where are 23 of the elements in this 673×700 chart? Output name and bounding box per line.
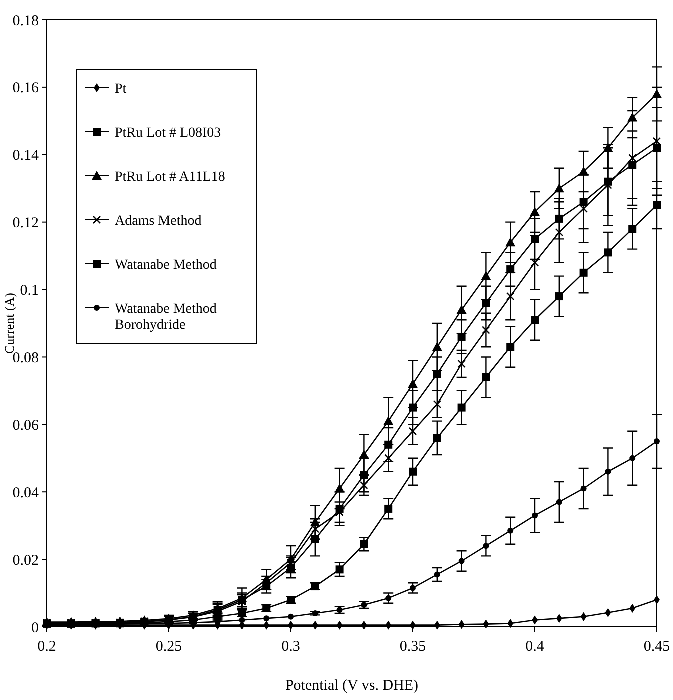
legend-label: PtRu Lot # A11L18 — [115, 170, 226, 185]
y-tick-label: 0.14 — [12, 148, 40, 164]
y-tick-label: 0.16 — [12, 80, 40, 97]
x-tick-label: 0.3 — [282, 639, 300, 655]
legend-label: Pt — [115, 82, 127, 97]
y-tick-label: 0.04 — [12, 485, 40, 502]
legend-label: Watanabe Method Borohydride — [115, 302, 217, 333]
x-tick-label: 0.45 — [644, 639, 670, 655]
legend-label: Watanabe Method — [115, 258, 217, 273]
y-tick-label: 0.08 — [12, 350, 39, 366]
legend-label: PtRu Lot # L08I03 — [115, 126, 222, 141]
y-tick-label: 0.1 — [20, 283, 39, 300]
x-tick-label: 0.35 — [400, 639, 426, 655]
y-tick-label: 0.12 — [12, 216, 39, 232]
legend-label: Adams Method — [115, 214, 202, 229]
y-tick-label: 0 — [32, 620, 39, 636]
y-tick-label: 0.02 — [12, 552, 39, 569]
y-tick-label: 0.18 — [12, 13, 39, 30]
y-tick-label: 0.06 — [12, 418, 40, 434]
x-axis-title: Potential (V vs. DHE) — [285, 678, 419, 694]
x-tick-label: 0.25 — [156, 639, 182, 655]
x-tick-label: 0.4 — [526, 639, 545, 655]
x-tick-label: 0.2 — [38, 639, 56, 655]
